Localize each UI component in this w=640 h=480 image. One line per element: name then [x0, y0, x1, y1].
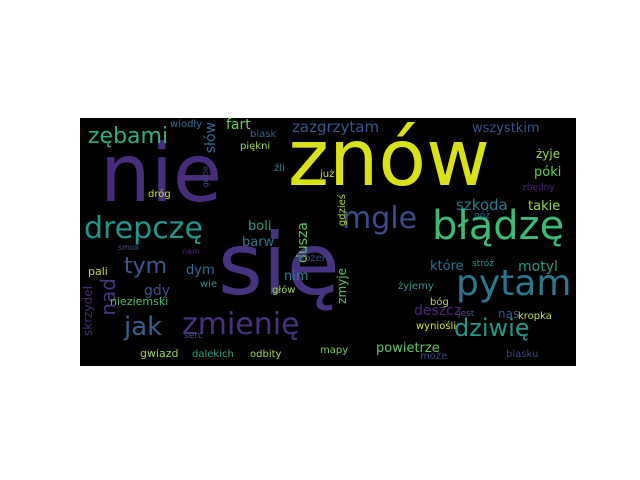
word-juz: już — [320, 169, 335, 180]
word-zyje: żyje — [536, 147, 561, 161]
word-odbity: odbity — [250, 349, 282, 360]
word-skrzydel: skrzydeł — [81, 286, 95, 336]
word-drepcze: drepczę — [84, 211, 203, 246]
word-blask: blask — [250, 129, 277, 140]
word-zli: źli — [274, 163, 285, 174]
word-fart: fart — [226, 118, 251, 133]
word-nie: nie — [100, 127, 223, 220]
word-nim: nim — [284, 269, 309, 284]
word-wiodly: wiodły — [170, 119, 203, 130]
word-boli: boli — [248, 219, 272, 234]
word-pali: pali — [88, 265, 108, 278]
word-gdzie: gdzie — [201, 166, 210, 188]
word-ktore: które — [430, 259, 464, 274]
word-moze: może — [420, 351, 448, 362]
word-nieziemski: nieziemski — [110, 295, 169, 308]
word-mgle: mgle — [342, 201, 418, 236]
word-kropka: kropka — [518, 311, 552, 322]
word-pytam: pytam — [456, 263, 572, 304]
word-wszystkim: wszystkim — [472, 121, 540, 136]
word-dym: dym — [186, 263, 215, 278]
word-jest: jest — [458, 309, 475, 319]
word-dziwie: dziwię — [454, 314, 530, 342]
word-bladze: błądzę — [432, 203, 565, 249]
word-drog: dróg — [148, 189, 171, 200]
word-wie: wie — [200, 279, 218, 290]
word-dalekich: dalekich — [192, 349, 234, 360]
word-nozem: nożem — [298, 253, 332, 264]
word-piekni: piękni — [240, 141, 271, 152]
word-poki: póki — [534, 165, 562, 180]
word-wyniosli: wyniośli — [416, 321, 457, 332]
word-barw: barw — [242, 235, 275, 250]
word-zebami: zębami — [88, 124, 169, 149]
word-serc: serc — [184, 331, 203, 341]
word-zmienie: zmienię — [182, 307, 300, 342]
word-glow: głów — [272, 285, 296, 296]
word-znow: znów — [288, 118, 490, 204]
word-nam: nam — [182, 247, 200, 256]
word-tym: tym — [124, 254, 168, 279]
word-blasku: blasku — [506, 349, 539, 360]
word-stroz: stróż — [472, 259, 494, 269]
word-sie: się — [218, 215, 340, 315]
word-noz: nóż — [474, 211, 490, 221]
word-takie: takie — [528, 199, 561, 214]
word-gwiazd: gwiazd — [140, 347, 179, 360]
word-mapy: mapy — [320, 345, 349, 356]
word-zbedny: zbędny — [522, 183, 555, 193]
word-gdzies: gdzieś — [337, 194, 348, 227]
word-szkoda: szkoda — [456, 196, 508, 214]
word-smok: smok — [118, 243, 140, 252]
word-cloud: nie znów się błądzę pytam mgle drepczę z… — [80, 118, 576, 366]
word-bog: bóg — [430, 297, 449, 308]
word-nas: nas — [498, 307, 520, 321]
word-gdy: gdy — [144, 283, 171, 299]
word-deszcz: deszcz — [414, 303, 462, 319]
word-jak: jak — [124, 312, 163, 342]
word-slow: słów — [203, 122, 219, 154]
word-zmyje: zmyje — [335, 268, 349, 304]
word-zazgrzytam: zazgrzytam — [292, 118, 380, 136]
word-motyl: motyl — [518, 259, 558, 275]
word-powietrze: powietrze — [376, 341, 440, 356]
word-zyjemy: żyjemy — [398, 281, 434, 292]
